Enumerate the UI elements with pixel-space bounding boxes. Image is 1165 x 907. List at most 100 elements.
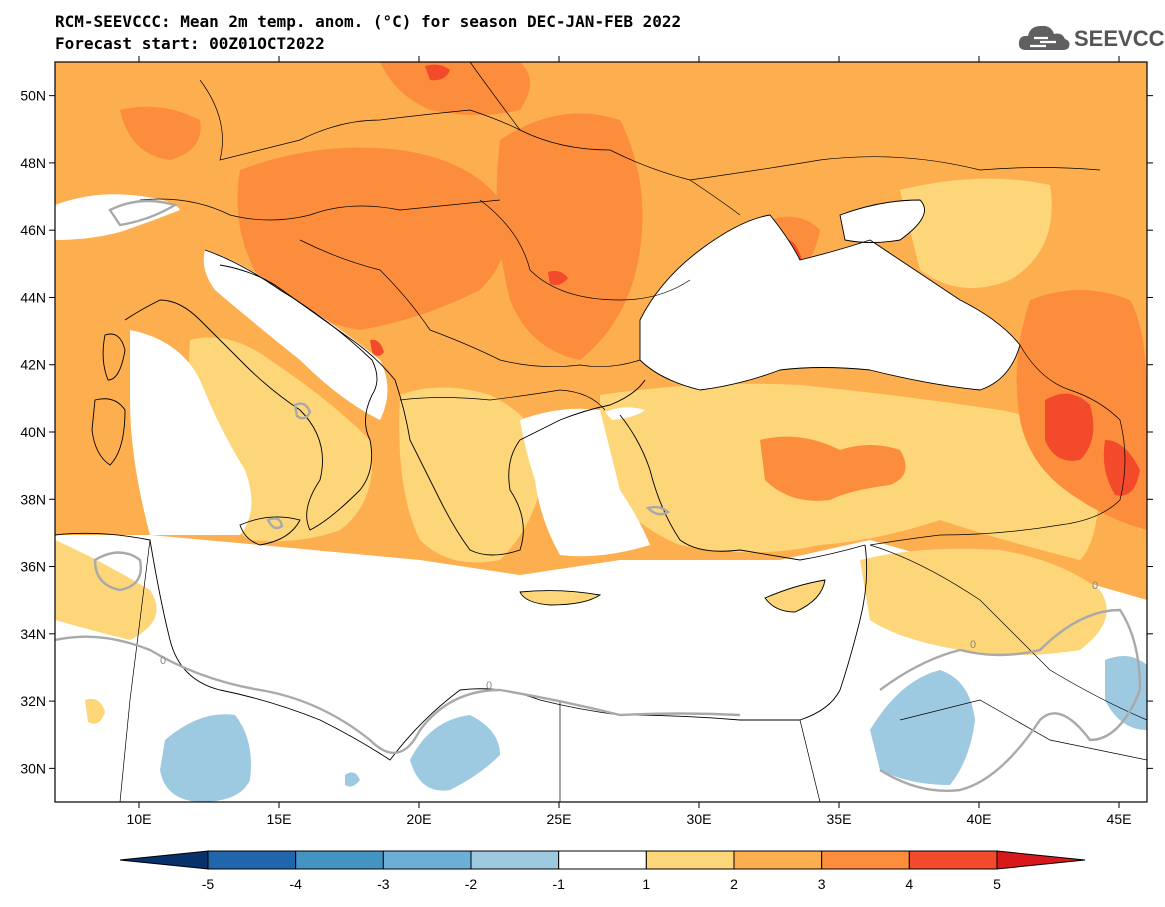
colorbar-low-arrow	[119, 850, 209, 870]
seevccc-logo: SEEVCCC	[1016, 20, 1165, 56]
zero-contour-label-east: 0	[1092, 580, 1098, 592]
lat-tick-label: 42N	[20, 357, 46, 373]
colorbar-bin	[908, 850, 998, 870]
zero-contours	[55, 199, 1142, 792]
anomaly-field-neg-jordan	[870, 670, 975, 785]
border-egypt	[559, 700, 821, 802]
anomaly-field-1-2-levant	[860, 548, 1107, 655]
colorbar-tick-label: -1	[552, 876, 565, 892]
zero-contour-spot-italy	[293, 402, 312, 420]
colorbar-high-arrow	[996, 850, 1086, 870]
colorbar-bin	[207, 850, 297, 870]
lat-tick-label: 44N	[20, 289, 46, 305]
lat-tick-label: 32N	[20, 693, 46, 709]
logo-text: SEEVCCC	[1074, 26, 1165, 51]
colorbar-tick-label: -5	[202, 876, 215, 892]
country-borders	[119, 62, 1147, 802]
lat-tick-label: 30N	[20, 760, 46, 776]
anomaly-field-3-4-romania	[496, 113, 643, 360]
colorbar-tick-label: 3	[818, 876, 826, 892]
lat-tick-label: 50N	[20, 88, 46, 104]
lat-tick-label: 34N	[20, 626, 46, 642]
zero-contour-label-west: 0	[160, 655, 166, 667]
border-greece	[399, 389, 606, 411]
anomaly-field-neg-libya	[160, 714, 251, 802]
zero-contour-middle-east	[879, 608, 1142, 792]
border-turkey-east	[869, 344, 1126, 546]
colorbar-bin	[558, 850, 647, 870]
map-fields	[55, 62, 1147, 802]
sea-black-sea	[640, 215, 1020, 390]
colorbar: -5 -4 -3 -2 -1 1 2 3 4 5	[119, 850, 1086, 892]
border-iraq	[899, 699, 1147, 761]
lat-tick-label: 46N	[20, 222, 46, 238]
forecast-start-label: Forecast start: 00Z01OCT2022	[55, 34, 325, 53]
anomaly-field-neg-spot	[345, 772, 360, 787]
colorbar-tick-label: -2	[465, 876, 478, 892]
coastline-crete	[519, 590, 602, 606]
anomaly-field-neg-egypt-west	[410, 715, 500, 791]
colorbar-tick-label: -3	[377, 876, 390, 892]
lon-tick-label: 20E	[407, 811, 432, 827]
border-alps	[139, 198, 501, 221]
latitude-axis: 30N 32N 34N 36N 38N 40N 42N 44N 46N 48N 50N	[20, 88, 1153, 776]
lat-tick-label: 40N	[20, 424, 46, 440]
zero-contour-spot-aegean	[645, 505, 671, 516]
anomaly-field-1-2-southeast-russia	[900, 178, 1052, 288]
sea-marmara	[605, 407, 645, 420]
anomaly-field-3-4-central-europe	[237, 147, 507, 330]
coastline-sicily	[239, 516, 301, 546]
anomaly-field-3-4-west	[120, 106, 201, 160]
zero-contour-loop-west	[93, 551, 142, 592]
lon-tick-label: 30E	[687, 811, 712, 827]
coastline-sardinia	[91, 398, 126, 466]
anomaly-field-1-2-spot-sw	[85, 698, 105, 724]
anomaly-field-1-2-africa	[55, 540, 157, 640]
colorbar-bin	[295, 850, 384, 870]
anomaly-field-1-2-greece	[399, 387, 545, 563]
anomaly-field-4-5-north	[425, 64, 450, 81]
lat-tick-label: 36N	[20, 559, 46, 575]
coastline-levant	[799, 544, 868, 721]
border-levant	[869, 544, 1147, 721]
coastline-azov	[839, 199, 925, 243]
coastline-italy	[124, 249, 378, 531]
anomaly-field-neg-iraq	[1105, 656, 1147, 730]
border-russia	[689, 156, 1101, 181]
border-libya-tunisia	[119, 539, 151, 802]
zero-contour-label-levant: 0	[970, 639, 976, 651]
lon-tick-label: 45E	[1107, 811, 1132, 827]
sea-azov	[840, 200, 925, 243]
zero-contour-label: 0	[486, 680, 492, 692]
lon-tick-label: 35E	[827, 811, 852, 827]
anomaly-field-1-2-crete	[520, 590, 600, 605]
anomaly-field-neutral-alps	[55, 194, 180, 240]
border-balkans	[299, 239, 641, 367]
anomaly-field-3-4-north-rim	[380, 62, 530, 115]
lon-tick-label: 40E	[967, 811, 992, 827]
anomaly-field-3-4-anatolia	[760, 436, 906, 501]
longitude-axis: 10E 15E 20E 25E 30E 35E 40E 45E	[127, 56, 1132, 827]
colorbar-bin	[470, 850, 560, 870]
coastline-cyprus	[764, 579, 826, 613]
sea-tyrrhenian	[130, 330, 252, 535]
anomaly-field-4-5-armenia	[1045, 393, 1094, 461]
colorbar-bin	[382, 850, 472, 870]
sea-adriatic	[203, 250, 388, 420]
zero-contour-africa	[55, 635, 741, 755]
lon-tick-label: 10E	[127, 811, 152, 827]
anomaly-field-4-5-adriatic	[370, 339, 384, 356]
border-north-germany	[199, 79, 521, 161]
colorbar-tick-label: 5	[993, 876, 1001, 892]
colorbar-tick-label: -4	[289, 876, 302, 892]
coastline-turkey	[619, 414, 866, 561]
border-romania	[479, 199, 691, 301]
colorbar-bin	[645, 850, 735, 870]
colorbar-tick-label: 1	[642, 876, 650, 892]
colorbar-tick-label: 4	[905, 876, 913, 892]
coastlines	[55, 199, 1021, 761]
map-title: RCM-SEEVCCC: Mean 2m temp. anom. (°C) fo…	[55, 12, 682, 31]
coastline-corsica	[102, 333, 126, 381]
colorbar-bin	[733, 850, 823, 870]
